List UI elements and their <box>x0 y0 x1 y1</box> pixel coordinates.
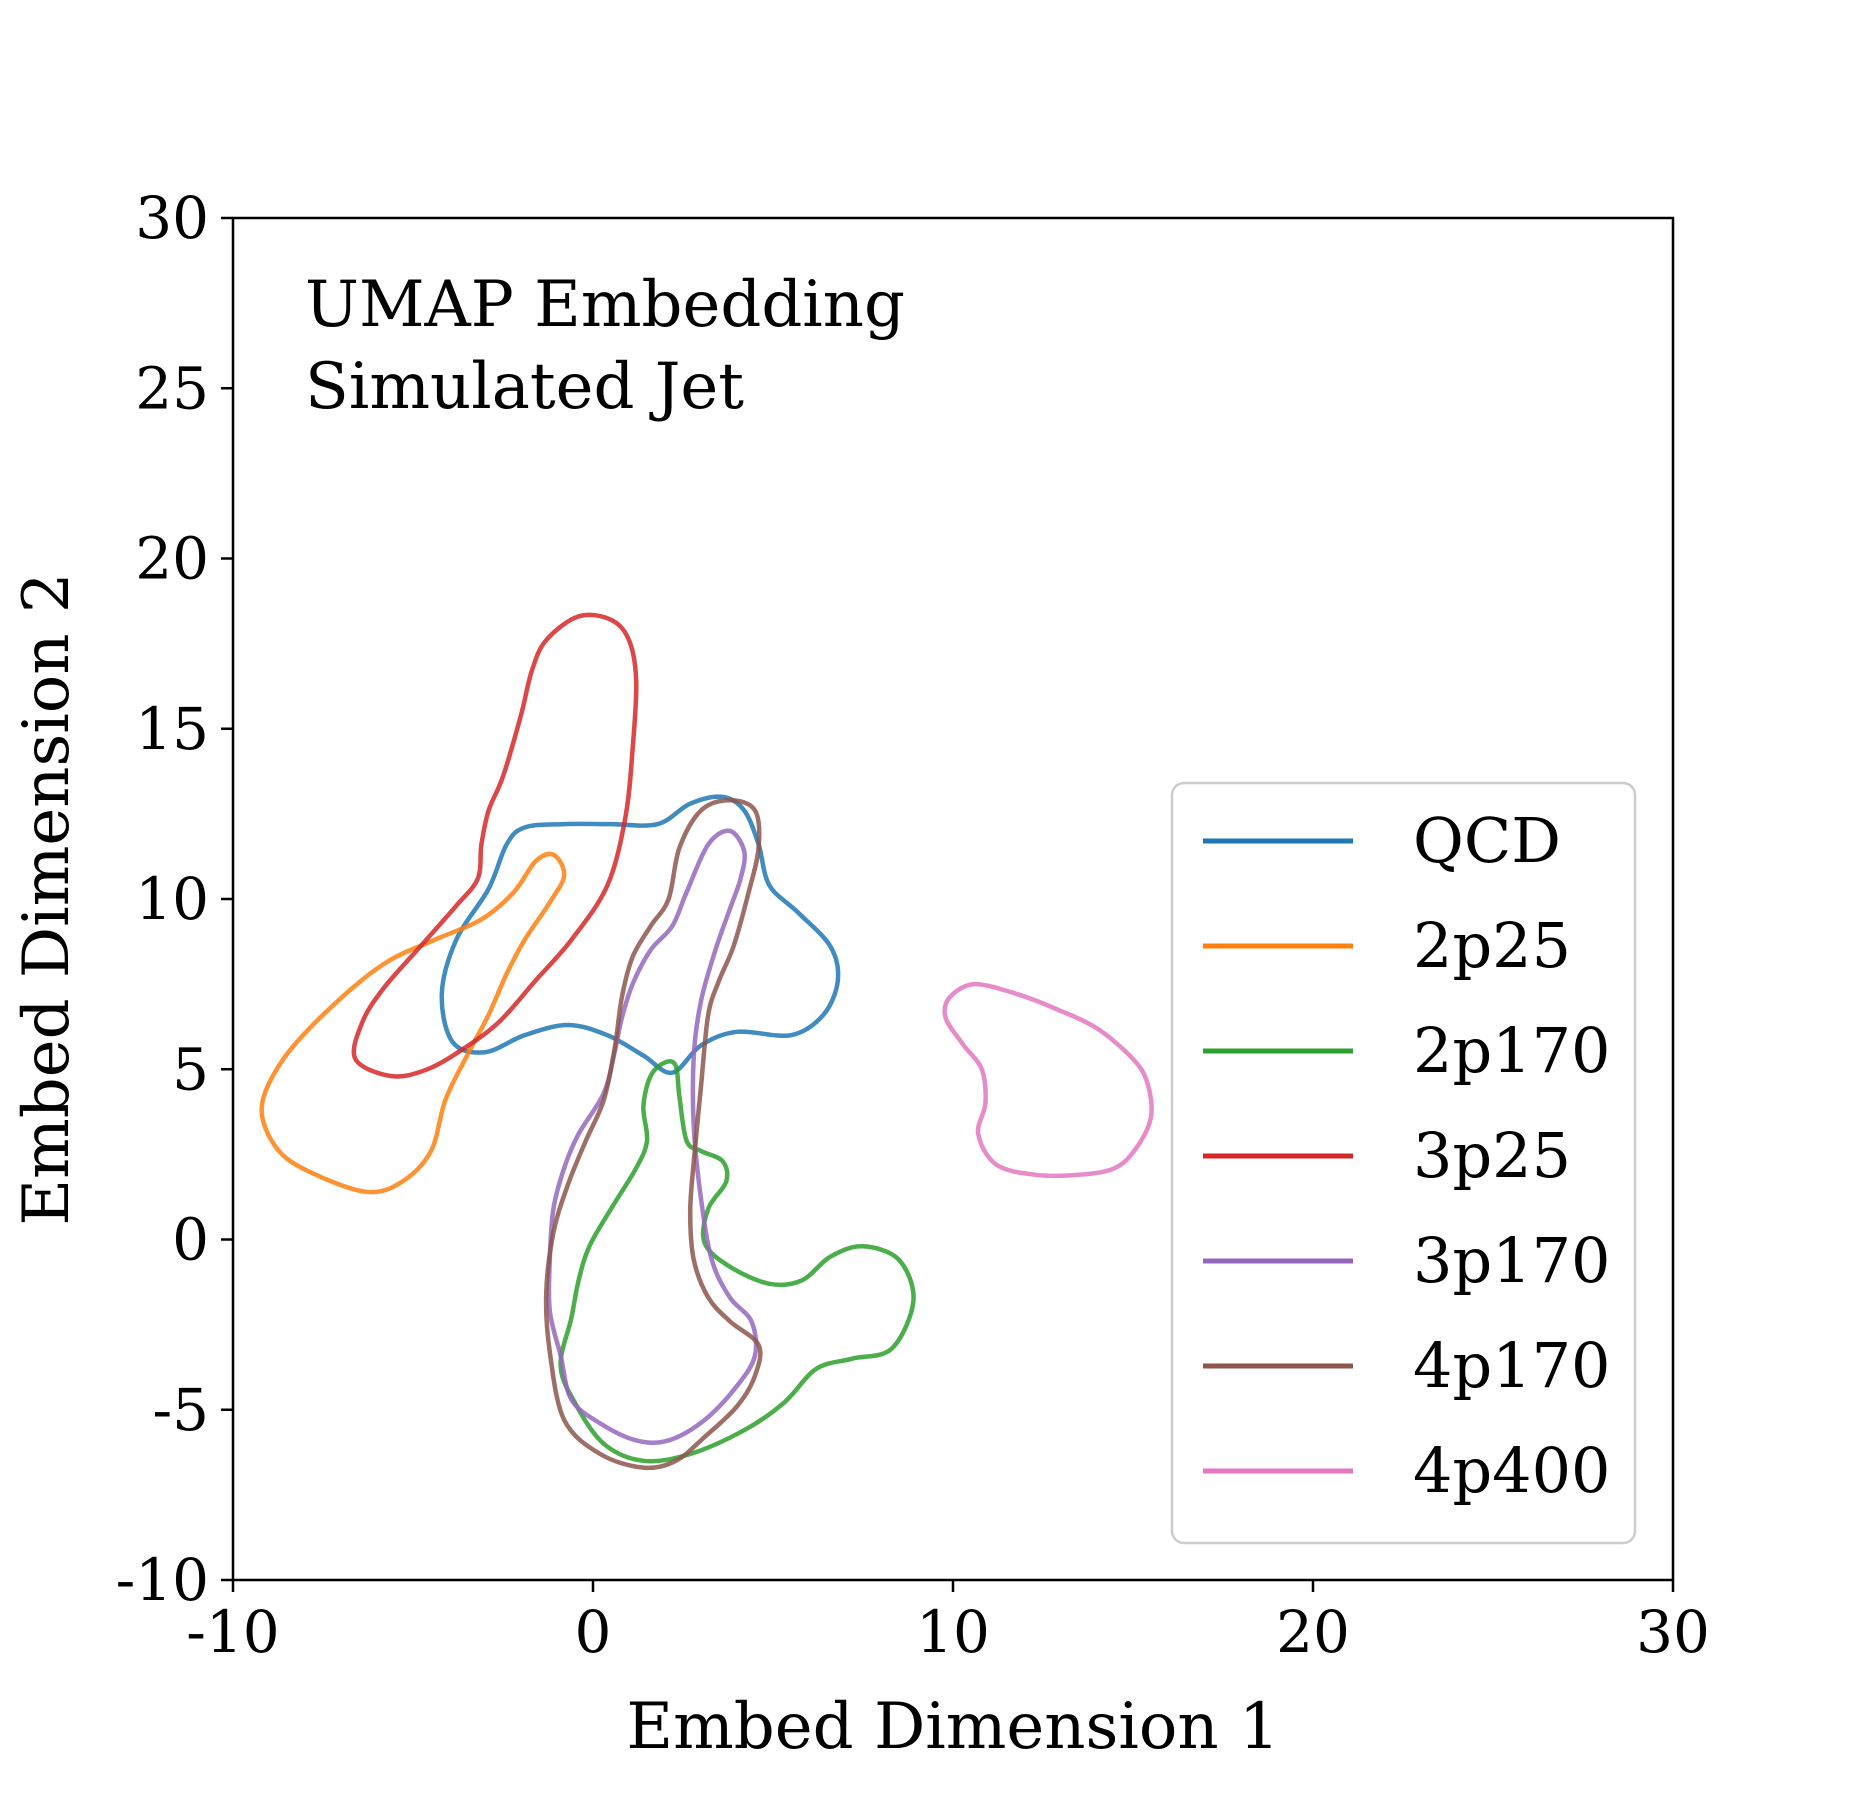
x-axis-title: Embed Dimension 1 <box>626 1690 1279 1764</box>
legend: QCD 2p25 2p170 3p25 3p170 4p170 4p400 <box>1170 781 1637 1545</box>
y-tick-label: 5 <box>172 1035 209 1103</box>
legend-box <box>1170 781 1637 1545</box>
legend-label-qcd: QCD <box>1413 804 1561 877</box>
x-tick-label: 10 <box>916 1598 990 1666</box>
contour-2p25 <box>259 851 567 1195</box>
x-tick-label: 30 <box>1636 1598 1710 1666</box>
y-tick-label: 15 <box>135 695 209 763</box>
annotation-line-2: Simulated Jet <box>305 350 744 424</box>
legend-label-4p170: 4p170 <box>1413 1329 1610 1402</box>
contour-4p170 <box>543 798 763 1471</box>
contour-4p400 <box>942 981 1154 1179</box>
y-tick-label: -10 <box>116 1546 209 1614</box>
annotation-line-1: UMAP Embedding <box>305 268 905 342</box>
legend-label-3p25: 3p25 <box>1413 1119 1571 1192</box>
y-tick-label: 10 <box>135 865 209 933</box>
x-tick-label: 0 <box>575 1598 612 1666</box>
legend-label-3p170: 3p170 <box>1413 1224 1610 1297</box>
contour-series-group <box>259 612 1154 1471</box>
contour-3p25 <box>351 612 639 1079</box>
y-axis-title: Embed Dimension 2 <box>10 572 84 1225</box>
y-tick-label: 30 <box>135 184 209 252</box>
y-tick-label: 25 <box>135 354 209 422</box>
axis-ticks-group: -10 0 10 20 30 -10 -5 0 5 10 15 20 25 30 <box>116 184 1710 1666</box>
x-tick-label: 20 <box>1276 1598 1350 1666</box>
legend-items: QCD 2p25 2p170 3p25 3p170 4p170 4p400 <box>1203 804 1610 1507</box>
legend-label-2p25: 2p25 <box>1413 909 1571 982</box>
legend-label-4p400: 4p400 <box>1413 1434 1610 1507</box>
y-tick-label: -5 <box>153 1376 210 1444</box>
contour-2p170 <box>558 1059 916 1464</box>
contour-3p170 <box>546 828 759 1445</box>
x-tick-label: -10 <box>186 1598 279 1666</box>
plot-frame <box>231 216 1675 1582</box>
legend-label-2p170: 2p170 <box>1413 1014 1610 1087</box>
y-tick-label: 20 <box>135 525 209 593</box>
y-tick-label: 0 <box>172 1206 209 1274</box>
